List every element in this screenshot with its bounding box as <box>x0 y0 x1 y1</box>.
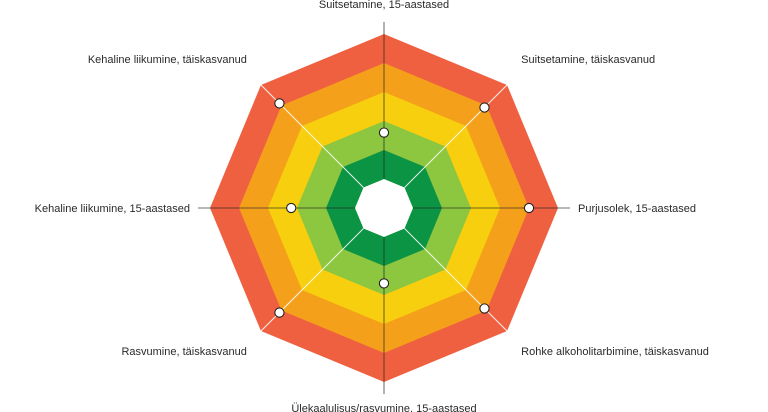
axis-label-8: Kehaline liikumine, täiskasvanud <box>88 54 247 66</box>
data-point-5 <box>378 278 390 289</box>
data-point-8 <box>274 98 285 109</box>
axis-line-6 <box>252 228 364 340</box>
data-point-6 <box>274 307 285 318</box>
axis-label-3: Purjusolek, 15-aastased <box>578 203 696 215</box>
axis-label-5: Ülekaalulisus/rasvumine, 15-aastased <box>291 403 476 412</box>
axis-line-8 <box>252 76 364 188</box>
axis-label-6: Rasvumine, täiskasvanud <box>121 346 246 358</box>
data-point-3 <box>523 202 535 214</box>
data-point-1 <box>378 127 390 138</box>
radar-axis-lines <box>198 22 570 394</box>
radar-data-points <box>274 98 535 318</box>
axis-label-4: Rohke alkoholitarbimine, täiskasvanud <box>521 346 709 358</box>
data-point-4 <box>479 303 490 314</box>
axis-line-2 <box>404 76 516 188</box>
axis-label-2: Suitsetamine, täiskasvanud <box>521 54 655 66</box>
axis-label-7: Kehaline liikumine, 15-aastased <box>35 203 190 215</box>
radar-band-1 <box>355 179 413 237</box>
data-point-7 <box>286 202 297 214</box>
axis-line-4 <box>404 228 516 340</box>
radar-axis-labels: Suitsetamine, 15-aastased Suitsetamine, t… <box>35 0 709 412</box>
data-point-2 <box>479 102 490 113</box>
axis-label-1: Suitsetamine, 15-aastased <box>319 0 449 11</box>
